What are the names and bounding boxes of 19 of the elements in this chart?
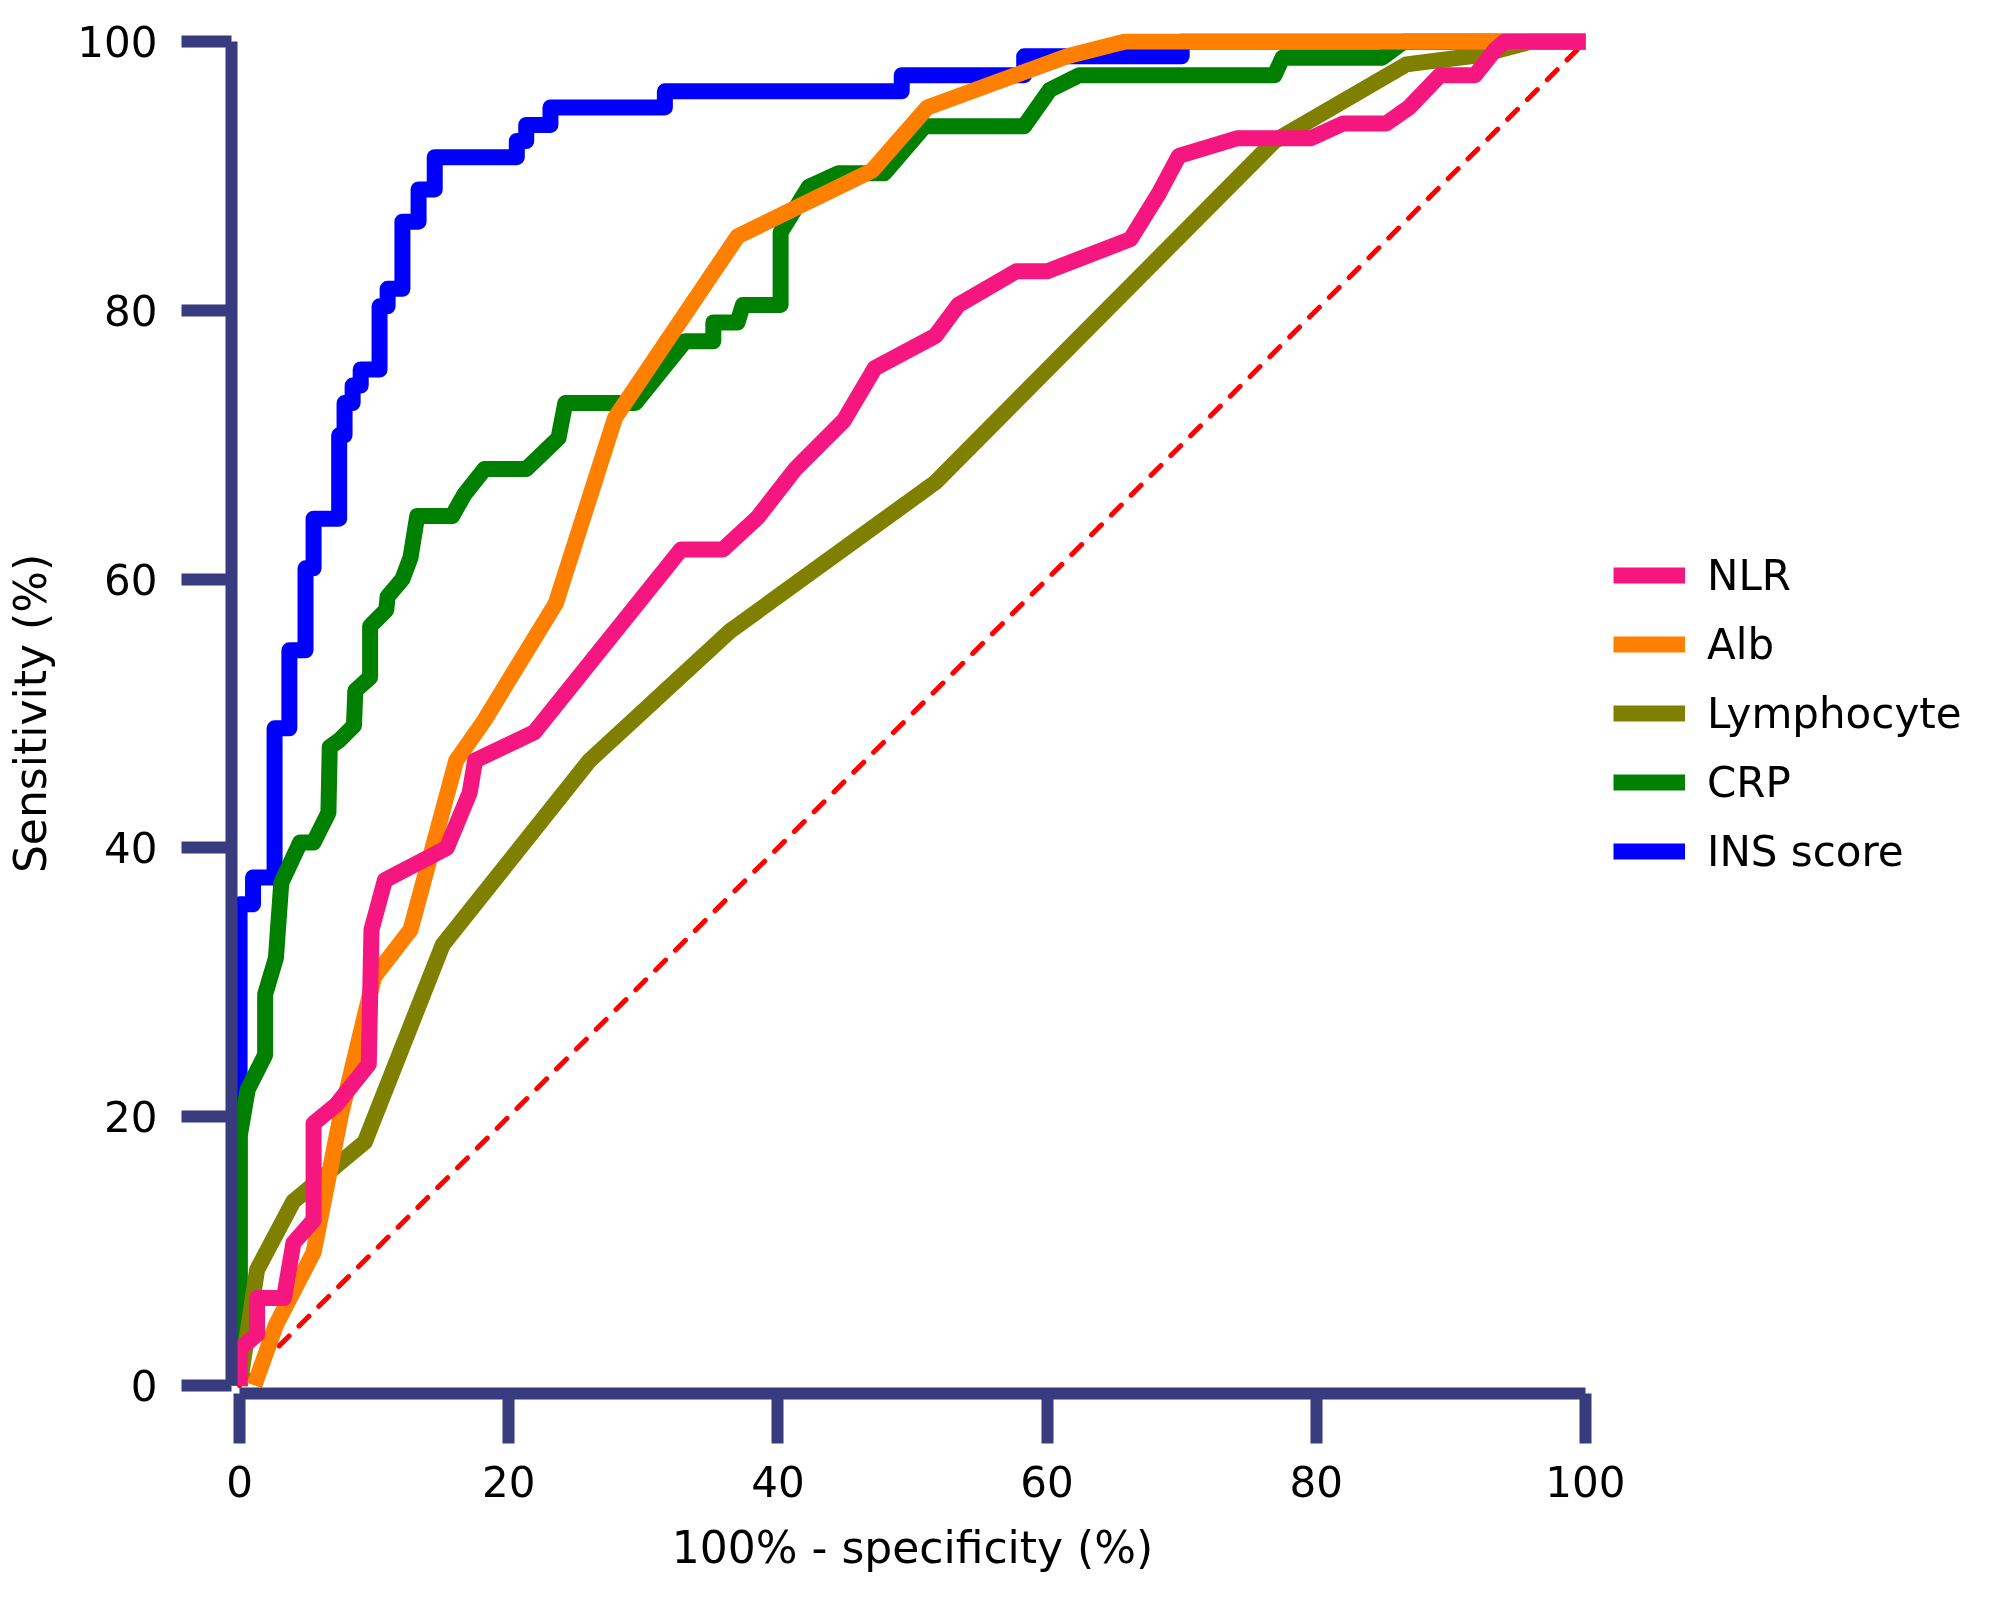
y-tick-label: 40 xyxy=(104,824,158,874)
legend-label: CRP xyxy=(1707,756,1791,809)
legend-label: INS score xyxy=(1707,825,1904,878)
legend-label: NLR xyxy=(1707,549,1791,602)
y-axis-title: Sensitivity (%) xyxy=(5,553,57,874)
x-axis-title: 100% - specificity (%) xyxy=(671,1521,1154,1573)
x-tick-label: 80 xyxy=(1289,1457,1343,1507)
legend-label: Lymphocyte xyxy=(1707,687,1962,740)
y-tick-label: 20 xyxy=(104,1093,158,1143)
x-tick-label: 100 xyxy=(1545,1457,1626,1507)
y-tick-label: 0 xyxy=(130,1361,158,1411)
y-tick-label: 80 xyxy=(104,286,158,336)
legend-label: Alb xyxy=(1707,618,1775,671)
y-tick-label: 60 xyxy=(104,555,158,605)
x-tick-label: 20 xyxy=(482,1457,536,1507)
x-tick-label: 60 xyxy=(1020,1457,1074,1507)
x-tick-label: 0 xyxy=(226,1457,253,1507)
y-tick-label: 100 xyxy=(77,18,158,68)
x-tick-label: 40 xyxy=(751,1457,805,1507)
